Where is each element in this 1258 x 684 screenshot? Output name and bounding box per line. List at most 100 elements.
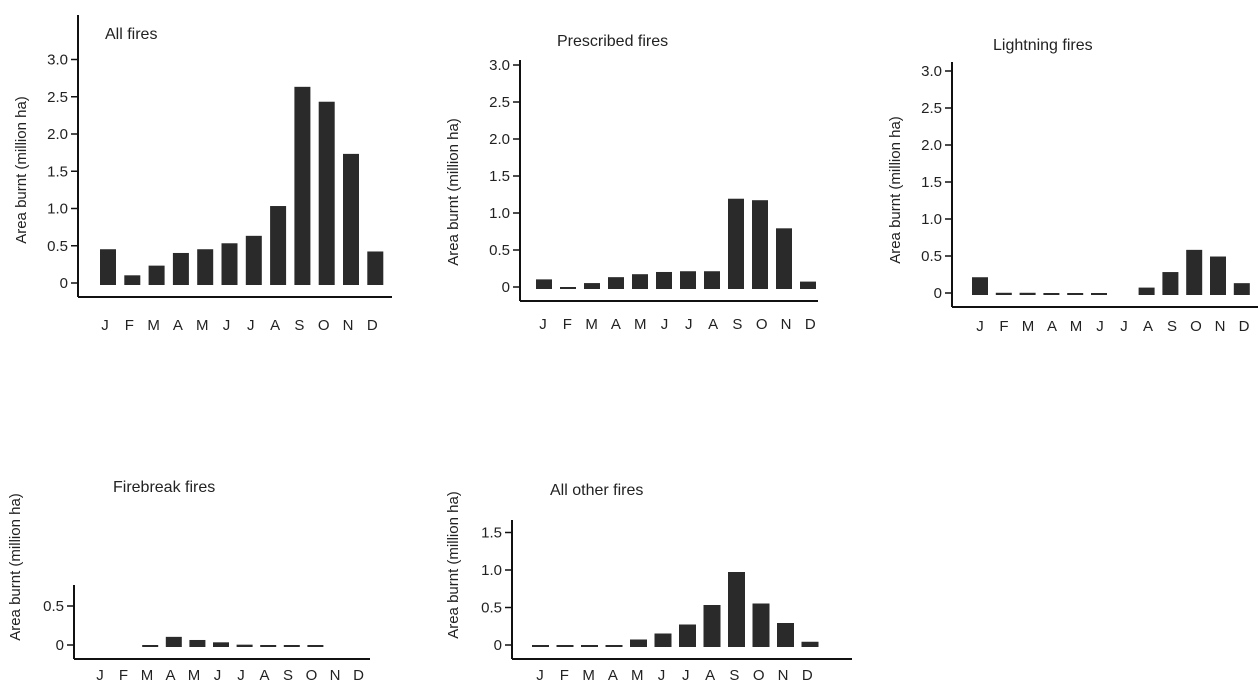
y-tick-label: 1.5 — [481, 525, 502, 542]
x-tick-label: F — [119, 667, 128, 684]
bar-j-6 — [221, 243, 238, 285]
y-tick-label: 2.5 — [921, 100, 942, 117]
y-tick-label: 2.0 — [489, 131, 510, 148]
x-tick-label: A — [173, 317, 183, 334]
x-tick-label: M — [1022, 318, 1035, 335]
bar-f-2 — [556, 645, 574, 647]
bar-o-10 — [318, 101, 335, 285]
bar-a-4 — [165, 636, 182, 647]
bar-j-1 — [100, 249, 116, 285]
bar-j-6 — [656, 271, 672, 289]
chart-title: Prescribed fires — [557, 33, 668, 50]
y-tick-label: 1.0 — [921, 211, 942, 228]
chart-title: Firebreak fires — [113, 479, 215, 496]
bar-m-3 — [581, 645, 598, 647]
chart-title: Lightning fires — [993, 37, 1093, 54]
y-tick-label: 0.5 — [921, 248, 942, 265]
bar-j-7 — [245, 235, 262, 285]
y-tick-label: 1.0 — [47, 201, 68, 218]
bar-s-9 — [283, 645, 300, 647]
bar-a-8 — [260, 645, 277, 647]
x-tick-label: A — [611, 316, 621, 333]
bar-m-3 — [142, 645, 159, 647]
x-tick-label: A — [165, 667, 175, 684]
bar-f-2 — [560, 287, 576, 289]
x-tick-label: M — [585, 316, 598, 333]
y-tick-label: 0.5 — [47, 238, 68, 255]
x-tick-label: A — [608, 667, 618, 684]
bar-a-4 — [605, 645, 623, 647]
x-tick-label: J — [661, 316, 669, 333]
chart-title: All other fires — [550, 482, 643, 499]
bar-d-12 — [800, 281, 816, 289]
bar-j-1 — [532, 645, 549, 647]
y-tick-label: 2.5 — [47, 89, 68, 106]
x-tick-label: S — [732, 316, 742, 333]
bar-a-8 — [1138, 287, 1155, 295]
bar-d-12 — [801, 641, 819, 647]
y-tick-label: 3.0 — [921, 63, 942, 80]
x-tick-label: J — [1096, 318, 1104, 335]
x-tick-label: N — [330, 667, 341, 684]
y-tick-label: 0 — [60, 275, 68, 292]
x-tick-label: D — [805, 316, 816, 333]
chart-4: Firebreak fires Area burnt (million ha) 0 0… — [7, 479, 370, 684]
y-tick-label: 0.5 — [43, 598, 64, 615]
bar-a-4 — [1043, 293, 1060, 295]
x-tick-label: N — [781, 316, 792, 333]
x-tick-label: J — [247, 317, 255, 334]
x-tick-label: J — [96, 667, 104, 684]
x-tick-label: O — [318, 317, 330, 334]
y-tick-label: 2.5 — [489, 94, 510, 111]
bar-s-9 — [1162, 272, 1179, 295]
y-axis-label: Area burnt (million ha) — [445, 118, 462, 266]
bar-j-1 — [536, 279, 552, 289]
y-tick-label: 1.0 — [489, 205, 510, 222]
bar-f-2 — [124, 275, 141, 285]
bar-o-10 — [752, 200, 768, 289]
x-tick-label: J — [658, 667, 666, 684]
chart-3: Lightning fires Area burnt (million ha) 0 0… — [887, 37, 1258, 335]
y-tick-label: 1.0 — [481, 562, 502, 579]
bar-n-11 — [1210, 256, 1226, 295]
bar-j-7 — [236, 644, 253, 647]
x-tick-label: J — [223, 317, 231, 334]
x-tick-label: J — [685, 316, 693, 333]
y-axis-label: Area burnt (million ha) — [887, 116, 904, 264]
chart-5: All other fires Area burnt (million ha) 0 0… — [445, 482, 852, 684]
x-tick-label: A — [270, 317, 280, 334]
y-tick-label: 1.5 — [47, 163, 68, 180]
bar-o-10 — [307, 645, 324, 647]
x-tick-label: S — [283, 667, 293, 684]
x-tick-label: D — [353, 667, 364, 684]
bar-m-5 — [197, 249, 214, 285]
bar-m-5 — [1067, 293, 1084, 295]
y-axis-label: Area burnt (million ha) — [445, 491, 462, 639]
x-tick-label: J — [101, 317, 109, 334]
bar-m-5 — [189, 639, 206, 647]
bar-m-5 — [632, 274, 648, 289]
bar-d-12 — [1233, 283, 1250, 295]
bar-a-8 — [703, 605, 721, 647]
y-tick-label: 0 — [494, 637, 502, 654]
x-tick-label: J — [539, 316, 547, 333]
x-tick-label: F — [125, 317, 134, 334]
x-tick-label: J — [536, 667, 544, 684]
bar-s-9 — [294, 86, 311, 285]
x-tick-label: M — [188, 667, 201, 684]
x-tick-label: O — [1190, 318, 1202, 335]
bar-a-8 — [704, 271, 720, 289]
x-tick-label: N — [343, 317, 354, 334]
y-tick-label: 1.5 — [489, 168, 510, 185]
bar-j-6 — [654, 633, 672, 647]
x-tick-label: N — [1215, 318, 1226, 335]
bar-o-10 — [752, 603, 770, 647]
x-tick-label: F — [563, 316, 572, 333]
y-tick-label: 0.5 — [481, 600, 502, 617]
bar-m-3 — [148, 265, 165, 285]
x-tick-label: A — [1047, 318, 1057, 335]
bar-j-6 — [213, 642, 229, 647]
x-tick-label: D — [367, 317, 378, 334]
bar-n-11 — [777, 623, 794, 647]
